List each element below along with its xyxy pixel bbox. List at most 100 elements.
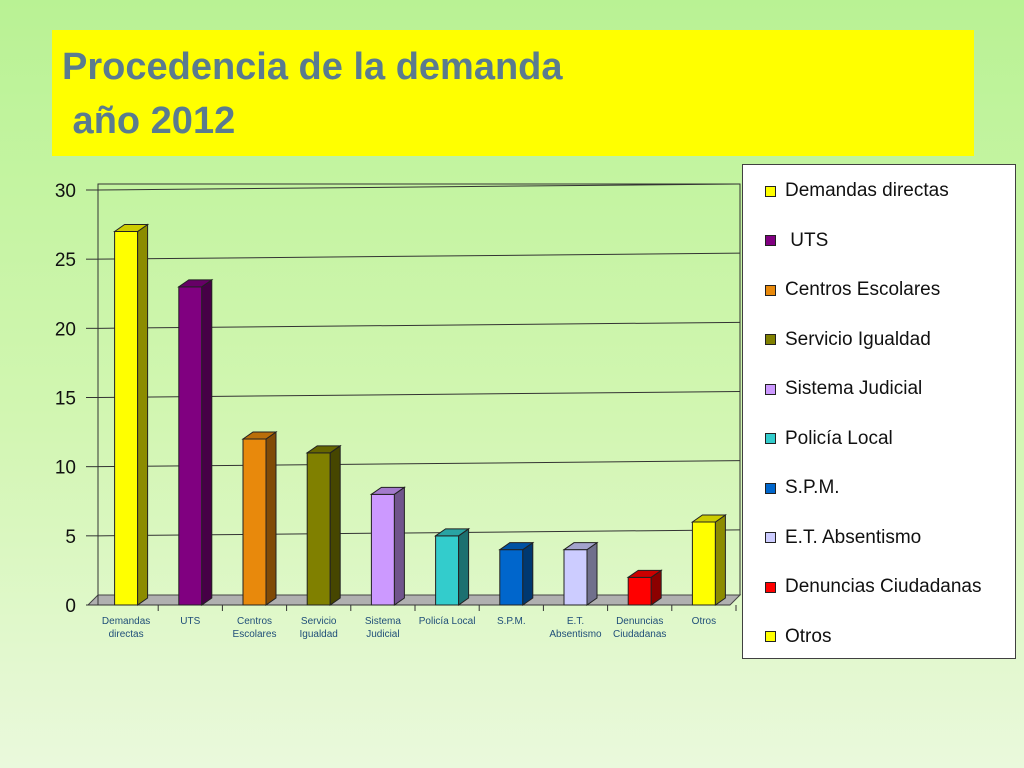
legend-swatch bbox=[765, 433, 776, 444]
x-tick-label-line: Denuncias bbox=[616, 616, 663, 627]
gridline bbox=[97, 183, 741, 191]
bar-top bbox=[434, 528, 471, 537]
legend-item: Policía Local bbox=[765, 427, 893, 451]
bar-3 bbox=[241, 431, 278, 606]
chart-labels: 0 5 10 15 20 25 30 Demandas directas UTS Centros Es… bbox=[55, 181, 716, 640]
bar-front bbox=[306, 452, 331, 606]
legend-label: Otros bbox=[785, 625, 832, 647]
y-tick-label: 5 bbox=[65, 527, 76, 548]
bar-front bbox=[499, 549, 524, 606]
bar-top bbox=[562, 542, 599, 551]
y-tick-label: 25 bbox=[55, 250, 76, 271]
bar-side bbox=[714, 514, 726, 606]
legend-label: Policía Local bbox=[785, 427, 893, 449]
bar-top bbox=[369, 486, 406, 495]
bar-side bbox=[458, 527, 470, 606]
x-tick-label-line: Absentismo bbox=[549, 629, 602, 640]
y-tick-label: 20 bbox=[55, 319, 76, 340]
y-tick-label: 30 bbox=[55, 181, 76, 202]
legend-item: S.P.M. bbox=[765, 476, 840, 500]
legend-item: Sistema Judicial bbox=[765, 377, 922, 401]
x-tick-label-line: Otros bbox=[692, 616, 716, 627]
legend-label: Demandas directas bbox=[785, 180, 949, 201]
slide-title-line-2: año 2012 bbox=[62, 100, 236, 142]
legend-item: E.T. Absentismo bbox=[765, 526, 921, 550]
x-tick-label-line: Demandas bbox=[102, 616, 150, 627]
legend-swatch bbox=[765, 383, 776, 395]
x-tick-label-line: Policía Local bbox=[419, 616, 476, 627]
legend-swatch bbox=[765, 631, 776, 642]
legend-label: Servicio Igualdad bbox=[785, 328, 931, 350]
bar-front bbox=[435, 535, 460, 606]
legend-item: Demandas directas bbox=[765, 179, 949, 203]
bar-top bbox=[241, 431, 278, 440]
bar-10 bbox=[690, 514, 727, 606]
legend-label: UTS bbox=[785, 229, 829, 251]
legend-item: Otros bbox=[765, 625, 831, 649]
legend-item: Servicio Igualdad bbox=[765, 328, 931, 352]
legend-swatch bbox=[765, 581, 776, 593]
legend-swatch bbox=[765, 532, 776, 543]
x-tick-label-line: E.T. bbox=[567, 616, 584, 627]
bar-side bbox=[522, 541, 534, 606]
bar-front bbox=[691, 521, 716, 606]
x-tick-label-line: Sistema bbox=[365, 616, 402, 627]
bar-side bbox=[265, 431, 277, 606]
bar-front bbox=[627, 576, 652, 606]
bar-8 bbox=[562, 541, 599, 606]
x-tick-label: S.P.M. bbox=[497, 616, 526, 627]
bar-9 bbox=[626, 569, 663, 606]
x-tick-label: Denuncias Ciudadanas bbox=[613, 616, 666, 640]
x-tick-label: Servicio Igualdad bbox=[300, 616, 338, 640]
bar-top bbox=[690, 514, 727, 523]
chart-legend: Demandas directas UTS Centros Escolares Se… bbox=[742, 164, 1016, 659]
x-tick-label: Demandas directas bbox=[102, 616, 150, 640]
bar-front bbox=[242, 438, 267, 606]
bar-4 bbox=[305, 444, 342, 606]
legend-swatch bbox=[765, 334, 776, 345]
bar-side bbox=[201, 278, 213, 606]
x-tick-label-line: Igualdad bbox=[300, 629, 338, 640]
bar-side bbox=[393, 486, 405, 606]
legend-label: Centros Escolares bbox=[785, 279, 941, 300]
bar-side bbox=[329, 444, 341, 606]
x-tick-label: Sistema Judicial bbox=[365, 616, 402, 640]
x-tick-label-line: Ciudadanas bbox=[613, 629, 666, 640]
legend-swatch bbox=[765, 482, 776, 494]
slide-title-line-1: Procedencia de la demanda bbox=[62, 46, 563, 88]
bar-top bbox=[177, 279, 214, 288]
bar-front bbox=[114, 231, 139, 606]
legend-item: Denuncias Ciudadanas bbox=[765, 575, 981, 599]
bar-5 bbox=[369, 486, 406, 606]
bar-front bbox=[370, 493, 395, 606]
y-tick-label: 0 bbox=[65, 596, 76, 617]
legend-swatch bbox=[765, 185, 776, 197]
bar-top bbox=[305, 445, 342, 454]
chart-bars bbox=[113, 223, 727, 606]
x-tick-label: Centros Escolares bbox=[233, 616, 277, 640]
bar-top bbox=[626, 569, 663, 578]
x-tick-label-line: directas bbox=[109, 629, 144, 640]
bar-7 bbox=[498, 541, 535, 606]
bar-side bbox=[586, 541, 598, 606]
bar-side bbox=[137, 223, 149, 606]
bar-6 bbox=[434, 527, 471, 606]
bar-front bbox=[178, 286, 203, 606]
x-tick-label-line: Escolares bbox=[233, 629, 277, 640]
legend-item: Centros Escolares bbox=[765, 278, 940, 302]
bar-front bbox=[563, 549, 588, 606]
bar-top bbox=[498, 542, 535, 551]
x-tick-label-line: Servicio bbox=[301, 616, 337, 627]
x-tick-label-line: Judicial bbox=[366, 629, 399, 640]
bar-top bbox=[113, 224, 150, 232]
y-tick-label: 15 bbox=[55, 389, 76, 410]
legend-item: UTS bbox=[765, 229, 828, 253]
x-tick-label-line: Centros bbox=[237, 616, 272, 627]
bar-1 bbox=[113, 223, 150, 606]
legend-swatch bbox=[765, 235, 776, 246]
x-tick-label-line: S.P.M. bbox=[497, 616, 526, 627]
legend-label: E.T. Absentismo bbox=[785, 526, 922, 548]
legend-label: S.P.M. bbox=[785, 477, 840, 498]
x-tick-label: Otros bbox=[692, 616, 716, 627]
x-tick-label-line: UTS bbox=[180, 616, 200, 627]
